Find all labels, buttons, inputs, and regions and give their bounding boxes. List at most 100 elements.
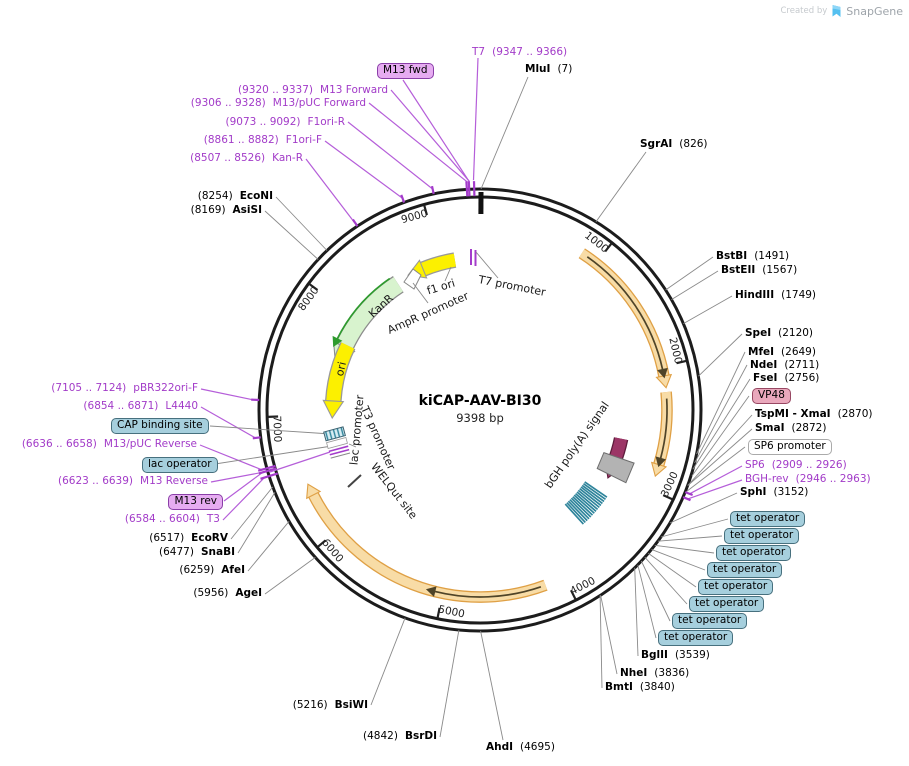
enzyme-name: BglII [641,649,668,661]
enzyme-name: BmtI [605,681,633,693]
primer-label-bgh_rev[interactable]: BGH-rev (2946 .. 2963) [745,473,871,486]
primer-label-m13puc_forward[interactable]: (9306 .. 9328) M13/pUC Forward [191,97,366,110]
watermark-created-by: Created by [780,6,828,16]
primer-label-m13puc_reverse[interactable]: (6636 .. 6658) M13/pUC Reverse [22,438,197,451]
primer-label-t7[interactable]: T7 (9347 .. 9366) [472,46,567,59]
primer-label-f1ori_f[interactable]: (8861 .. 8882) F1ori-F [204,134,322,147]
primer-label-m13_forward[interactable]: (9320 .. 9337) M13 Forward [238,84,388,97]
feature-box-tet6[interactable]: tet operator [689,596,765,612]
enzyme-position: (2870) [837,408,873,420]
enzyme-label-bmti[interactable]: BmtI (3840) [605,681,675,694]
primer-label-m13_reverse[interactable]: (6623 .. 6639) M13 Reverse [58,475,208,488]
feature-box-tet8[interactable]: tet operator [658,630,734,646]
enzyme-label-mfei[interactable]: MfeI (2649) [748,346,816,359]
primer-range: (8861 .. 8882) [203,134,279,146]
site-tick [430,185,435,195]
enzyme-position: (826) [679,138,708,150]
leader-line [264,210,319,260]
enzyme-label-bsteii[interactable]: BstEII (1567) [721,264,797,277]
enzyme-label-snabi[interactable]: (6477) SnaBI [159,546,235,559]
site-tick [566,502,586,523]
enzyme-label-bsrdi[interactable]: (4842) BsrDI [363,730,437,743]
feature-arrowhead [306,483,322,500]
leader-line [660,518,729,538]
primer-label-t3[interactable]: (6584 .. 6604) T3 [125,513,220,526]
enzyme-label-ndei[interactable]: NdeI (2711) [750,359,819,372]
feature-box-tet7[interactable]: tet operator [672,613,748,629]
enzyme-label-fsei[interactable]: FseI (2756) [753,372,819,385]
primer-name: T3 [206,513,220,525]
m13-rev-mark [328,445,349,453]
site-tick [581,484,605,503]
primer-name: pBR322ori-F [133,382,198,394]
site-tick [569,499,590,520]
enzyme-label-asisi[interactable]: (8169) AsiSI [191,204,262,217]
leader-line [209,425,332,435]
leader-line [480,630,504,741]
enzyme-position: (6259) [179,564,215,576]
site-tick [676,359,687,365]
enzyme-label-afei[interactable]: (6259) AfeI [179,564,245,577]
primer-label-f1ori_r[interactable]: (9073 .. 9092) F1ori-R [226,116,345,129]
primer-label-sp6[interactable]: SP6 (2909 .. 2926) [745,459,847,472]
enzyme-label-bstbi[interactable]: BstBI (1491) [716,250,789,263]
ampr-promoter-arrow [403,268,422,290]
watermark-brand: SnapGene [846,4,903,18]
enzyme-label-smai[interactable]: SmaI (2872) [755,422,826,435]
leader-line [222,477,265,521]
feature-box-tet4[interactable]: tet operator [707,562,783,578]
leader-line [444,266,452,282]
leader-line [683,295,733,324]
stack-baseline [330,452,351,459]
primer-range: (8507 .. 8526) [190,152,266,164]
leader-line [324,140,403,199]
feature-box-tet5[interactable]: tet operator [698,579,774,595]
feature-box-m13rev_box[interactable]: M13 rev [168,494,223,510]
t3-primer-mark [329,448,350,456]
enzyme-label-nhei[interactable]: NheI (3836) [620,667,689,680]
feature-box-tet1[interactable]: tet operator [730,511,806,527]
enzyme-name: NdeI [750,359,778,371]
enzyme-label-sgrai[interactable]: SgrAI (826) [640,138,708,151]
feature-box-vp48_box[interactable]: VP48 [752,388,791,404]
enzyme-label-tspmi[interactable]: TspMI - XmaI (2870) [755,408,873,421]
site-tick [258,467,277,475]
leader-line [199,444,263,471]
enzyme-label-bsiwi[interactable]: (5216) BsiWI [293,699,368,712]
enzyme-label-agei[interactable]: (5956) AgeI [193,587,262,600]
site-tick [317,539,327,548]
feature-box-lacop_box[interactable]: lac operator [142,457,218,473]
leader-line [692,378,751,470]
leader-line [698,333,743,377]
site-tick [252,436,261,440]
enzyme-label-hindiii[interactable]: HindIII (1749) [735,289,816,302]
enzyme-label-sphi[interactable]: SphI (3152) [740,486,808,499]
enzyme-name: BsiWI [334,699,368,711]
leader-line [200,406,257,439]
enzyme-label-spei[interactable]: SpeI (2120) [745,327,813,340]
primer-label-pbr322ori_f[interactable]: (7105 .. 7124) pBR322ori-F [51,382,198,395]
snapgene-watermark[interactable]: Created by SnapGene [781,4,904,18]
enzyme-name: BstBI [716,250,748,262]
primer-range: (6854 .. 6871) [83,400,159,412]
enzyme-label-ahdi[interactable]: AhdI (4695) [486,741,555,754]
primer-range: (2909 .. 2926) [771,459,847,471]
primer-name: M13/pUC Reverse [103,438,197,450]
primer-name: F1ori-R [307,116,345,128]
enzyme-name: AfeI [221,564,245,576]
primer-name: Kan-R [272,152,303,164]
enzyme-name: SmaI [755,422,785,434]
enzyme-label-ecorv[interactable]: (6517) EcoRV [149,532,228,545]
primer-label-l4440[interactable]: (6854 .. 6871) L4440 [83,400,198,413]
enzyme-label-bglii[interactable]: BglII (3539) [641,649,710,662]
feature-box-tet2[interactable]: tet operator [724,528,800,544]
leader-line [665,256,714,291]
leader-line [200,388,255,401]
feature-box-cap_box[interactable]: CAP binding site [111,418,209,434]
feature-box-tet3[interactable]: tet operator [716,545,792,561]
feature-box-m13fwd_box[interactable]: M13 fwd [377,63,434,79]
feature-box-sp6prom_box[interactable]: SP6 promoter [748,439,832,455]
enzyme-label-econi[interactable]: (8254) EcoNI [198,190,273,203]
enzyme-label-mlui[interactable]: MluI (7) [525,63,572,76]
primer-label-kan_r[interactable]: (8507 .. 8526) Kan-R [190,152,303,165]
